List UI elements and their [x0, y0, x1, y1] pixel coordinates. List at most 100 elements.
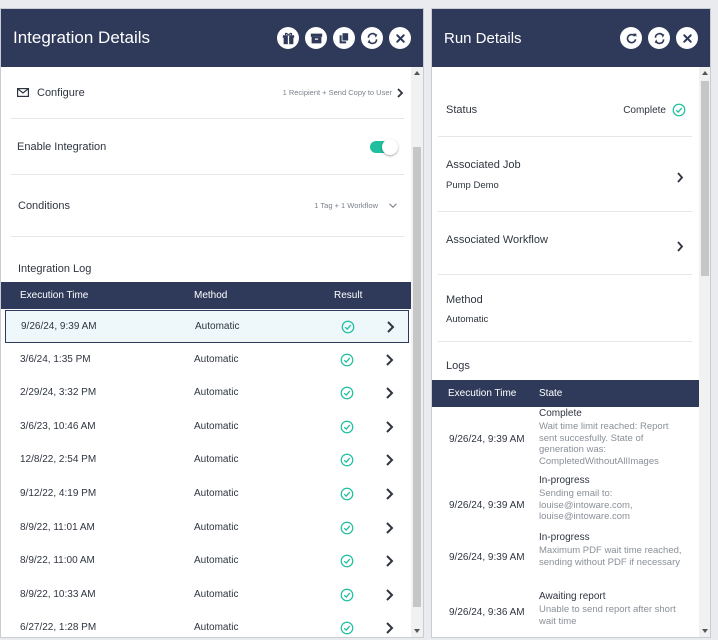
chevron-right-icon[interactable]: [385, 454, 394, 467]
execution-time-cell: 3/6/23, 10:46 AM: [20, 420, 96, 432]
close-button[interactable]: [389, 27, 411, 49]
execution-time-cell: 8/9/22, 10:33 AM: [20, 588, 96, 600]
chevron-right-icon[interactable]: [385, 521, 394, 534]
execution-time-cell: 9/12/22, 4:19 PM: [20, 488, 97, 499]
chevron-right-icon: [677, 241, 684, 252]
method-cell: Automatic: [194, 521, 239, 533]
refresh-icon: [626, 33, 636, 43]
check-circle-icon: [340, 588, 354, 602]
right-scrollbar[interactable]: [699, 67, 710, 637]
associated-workflow-label: Associated Workflow: [446, 234, 548, 246]
scroll-thumb[interactable]: [413, 147, 421, 607]
scroll-thumb[interactable]: [701, 81, 709, 276]
check-circle-icon: [340, 487, 354, 501]
log-state: In-progress: [539, 475, 590, 486]
table-row[interactable]: 9/12/22, 4:19 PM Automatic: [5, 478, 409, 511]
run-details-panel: Run Details Status Complete Associated J…: [431, 8, 711, 638]
log-state: Awaiting report: [539, 591, 606, 602]
chevron-right-icon[interactable]: [385, 622, 394, 635]
table-row[interactable]: 3/6/23, 10:46 AM Automatic: [5, 411, 409, 444]
column-result: Result: [334, 290, 363, 301]
scroll-up-arrow[interactable]: [411, 67, 423, 79]
enable-integration-toggle[interactable]: [370, 138, 398, 155]
sync-button[interactable]: [648, 27, 670, 49]
integration-details-panel: Integration Details Configure: [0, 8, 424, 638]
refresh-icon: [367, 32, 377, 44]
associated-job-label: Associated Job: [446, 159, 521, 171]
method-cell: Automatic: [194, 454, 239, 466]
scroll-down-arrow[interactable]: [699, 625, 710, 637]
method-cell: Automatic: [194, 622, 239, 634]
chevron-right-icon[interactable]: [385, 421, 394, 433]
check-circle-icon: [341, 320, 355, 334]
associated-workflow-row[interactable]: Associated Workflow: [438, 212, 692, 275]
table-row[interactable]: 2/29/24, 3:32 PM Automatic: [5, 377, 409, 410]
execution-time-cell: 2/29/24, 3:32 PM: [20, 387, 97, 399]
check-circle-icon: [340, 386, 354, 400]
chevron-right-icon[interactable]: [385, 589, 394, 601]
enable-integration-label: Enable Integration: [17, 140, 107, 153]
associated-job-row[interactable]: Associated Job Pump Demo: [438, 137, 692, 212]
chevron-right-icon[interactable]: [385, 555, 394, 567]
table-row[interactable]: 8/9/22, 11:00 AM Automatic: [5, 545, 409, 578]
execution-time-cell: 9/26/24, 9:39 AM: [21, 321, 97, 332]
table-row[interactable]: 12/8/22, 2:54 PM Automatic: [5, 444, 409, 477]
scroll-down-arrow[interactable]: [411, 625, 423, 637]
refresh-button[interactable]: [361, 27, 383, 49]
logs-title: Logs: [446, 360, 470, 372]
close-icon: [682, 33, 692, 43]
chevron-right-icon: [677, 172, 684, 183]
table-row[interactable]: 3/6/24, 1:35 PM Automatic: [5, 344, 409, 377]
status-row: Status Complete: [438, 79, 692, 137]
close-icon: [395, 33, 405, 43]
logs-header: Execution Time State: [432, 380, 699, 407]
check-circle-icon: [672, 103, 686, 117]
integration-details-body: Configure 1 Recipient + Send Copy to Use…: [1, 67, 423, 637]
log-detail: Wait time limit reached: Report sent suc…: [539, 421, 669, 467]
method-value: Automatic: [446, 314, 489, 325]
execution-time-cell: 12/8/22, 2:54 PM: [20, 454, 97, 466]
archive-icon: [310, 33, 322, 43]
method-cell: Automatic: [194, 387, 239, 399]
integration-log-header: Execution Time Method Result: [1, 282, 411, 309]
left-scrollbar[interactable]: [411, 67, 423, 637]
scroll-up-arrow[interactable]: [699, 67, 710, 79]
status-label: Status: [446, 104, 478, 116]
chevron-right-icon[interactable]: [385, 488, 394, 500]
table-row[interactable]: 8/9/22, 11:01 AM Automatic: [5, 512, 409, 545]
chevron-right-icon[interactable]: [385, 387, 394, 399]
column-method: Method: [194, 290, 228, 301]
method-cell: Automatic: [194, 420, 239, 432]
log-detail: Unable to send report after short wait t…: [539, 604, 676, 627]
log-detail: Sending email to: louise@intoware.com, l…: [539, 488, 633, 523]
column-state: State: [539, 388, 563, 399]
conditions-summary: 1 Tag + 1 Workflow: [314, 201, 378, 210]
table-row[interactable]: 9/26/24, 9:39 AM Automatic: [5, 310, 409, 343]
conditions-label: Conditions: [18, 199, 70, 212]
log-state: In-progress: [539, 532, 590, 543]
rerun-button[interactable]: [620, 27, 642, 49]
copy-button[interactable]: [333, 27, 355, 49]
log-time: 9/26/24, 9:39 AM: [449, 500, 525, 511]
log-time: 9/26/24, 9:36 AM: [449, 607, 525, 618]
configure-row[interactable]: Configure 1 Recipient + Send Copy to Use…: [11, 67, 404, 119]
method-cell: Automatic: [194, 488, 239, 499]
integration-log-title: Integration Log: [18, 263, 92, 275]
status-value: Complete: [623, 104, 666, 116]
check-circle-icon: [340, 420, 354, 434]
table-row[interactable]: 6/27/22, 1:28 PM Automatic: [5, 612, 409, 637]
column-execution-time: Execution Time: [448, 388, 517, 399]
log-detail: Maximum PDF wait time reached, sending w…: [539, 545, 682, 568]
chevron-right-icon[interactable]: [386, 321, 395, 333]
chevron-right-icon[interactable]: [385, 353, 394, 366]
chevron-right-icon: [397, 87, 404, 98]
gift-button[interactable]: [277, 27, 299, 49]
chevron-down-icon: [389, 203, 397, 209]
check-circle-icon: [340, 554, 354, 568]
close-button[interactable]: [676, 27, 698, 49]
archive-button[interactable]: [305, 27, 327, 49]
gift-icon: [282, 32, 294, 44]
method-cell: Automatic: [195, 321, 240, 332]
table-row[interactable]: 8/9/22, 10:33 AM Automatic: [5, 579, 409, 612]
conditions-row[interactable]: Conditions 1 Tag + 1 Workflow: [11, 175, 404, 237]
